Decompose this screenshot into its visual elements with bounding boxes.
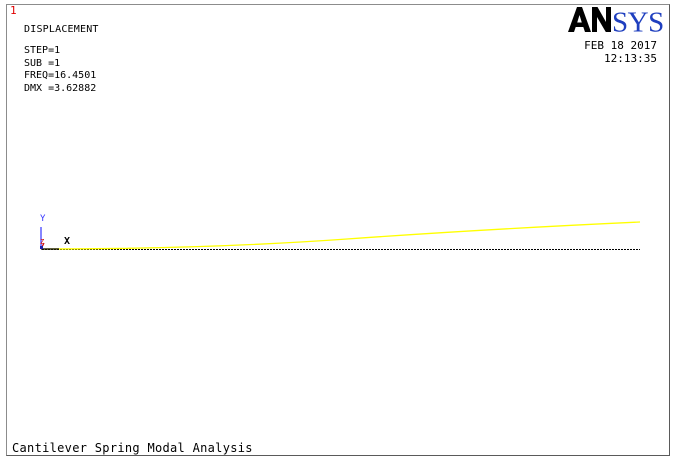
model-view: [40, 221, 641, 250]
triad-z-label: Z: [40, 238, 45, 246]
plot-time: 12:13:35: [604, 52, 657, 65]
plot-caption: Cantilever Spring Modal Analysis: [12, 441, 253, 455]
max-displacement-value: DMX =3.62882: [24, 82, 97, 94]
plot-date: FEB 18 2017: [584, 39, 657, 52]
result-info-block: STEP=1 SUB =1 FREQ=16.4501 DMX =3.62882: [24, 45, 96, 95]
deformed-beam-shape: [41, 221, 641, 250]
timestamp: FEB 18 2017 12:13:35: [584, 39, 657, 65]
substep-value: SUB =1: [24, 57, 61, 69]
ansys-logo-graphic: SYS: [568, 7, 663, 35]
step-value: STEP=1: [24, 45, 61, 56]
graphics-area[interactable]: 1 DISPLACEMENT STEP=1 SUB =1 FREQ=16.450…: [6, 4, 670, 456]
triad-y-label: Y: [40, 214, 46, 224]
ansys-logo: SYS: [567, 5, 663, 35]
plot-title: DISPLACEMENT: [24, 24, 99, 35]
window-number: 1: [10, 4, 17, 17]
triad-origin: [40, 246, 43, 249]
frequency-value: FREQ=16.4501: [24, 70, 97, 81]
ansys-logo-sys: SYS: [612, 7, 663, 35]
triad-x-label: X: [64, 236, 71, 247]
